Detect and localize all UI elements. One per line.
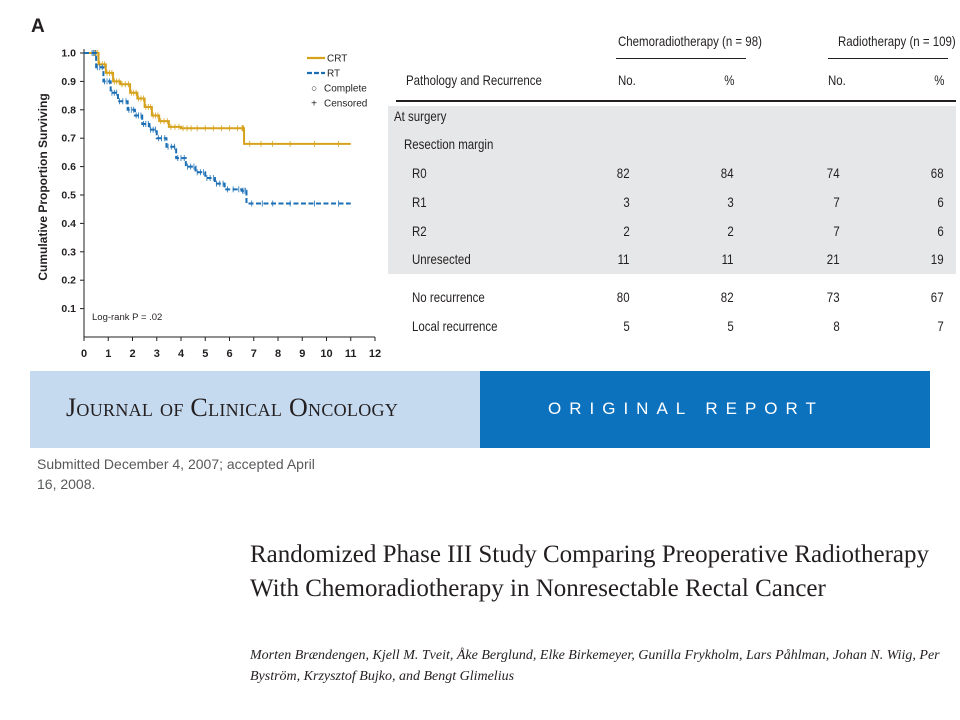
- series-line-rt: [84, 52, 351, 205]
- x-tick-label: 0: [81, 348, 87, 360]
- y-tick-label: 0.7: [61, 133, 76, 145]
- table-cell: 11: [618, 251, 630, 267]
- journal-banner: Journal of Clinical Oncology: [30, 371, 480, 448]
- table-row-label: Unresected: [412, 251, 471, 267]
- legend-label: Censored: [324, 99, 367, 110]
- y-tick-label: 0.4: [61, 218, 76, 230]
- table-cell: 2: [727, 223, 734, 239]
- table-shaded-block: [388, 106, 956, 274]
- table-cell: 21: [827, 251, 840, 267]
- x-tick-label: 6: [226, 348, 232, 360]
- x-tick-label: 3: [154, 348, 160, 360]
- journal-name: Journal of Clinical Oncology: [66, 393, 399, 422]
- table-col-header-crt-no: No.: [618, 72, 636, 88]
- chart-axes: 0 1 2 3 4 5 6 7 8 9 10 11 120.10.20.30.40.50.60.70.8…: [36, 48, 381, 361]
- article-title: Randomized Phase III Study Comparing Pre…: [250, 541, 930, 602]
- survival-chart: 0 1 2 3 4 5 6 7 8 9 10 11 120.10.20.30.40.50.60.70.8…: [36, 48, 381, 361]
- table-row-label: No recurrence: [412, 289, 485, 305]
- x-tick-label: 11: [345, 348, 357, 360]
- table-row-label: Resection margin: [404, 136, 494, 152]
- table-row-label: R0: [412, 165, 427, 181]
- table-cell: 3: [623, 194, 630, 210]
- y-tick-label: 0.9: [61, 76, 76, 88]
- table-cell: 67: [931, 289, 944, 305]
- table-group-rule-crt: [616, 58, 746, 59]
- x-tick-label: 7: [251, 348, 257, 360]
- table-cell: 80: [617, 289, 630, 305]
- table-col-header-label: Pathology and Recurrence: [406, 72, 542, 88]
- chart-legend: CRT RT ○ Complete + Censored: [307, 54, 367, 110]
- table-cell: 6: [937, 223, 944, 239]
- table-cell: 7: [833, 223, 840, 239]
- table-cell: 19: [931, 251, 944, 267]
- report-type: ORIGINAL REPORT: [548, 399, 824, 418]
- legend-label: RT: [327, 69, 340, 80]
- x-tick-label: 8: [275, 348, 281, 360]
- panel-letter: A: [31, 16, 45, 37]
- table-cell: 7: [937, 318, 944, 334]
- table-group-header-rt: Radiotherapy (n = 109): [838, 33, 956, 49]
- author-list: Morten Brændengen, Kjell M. Tveit, Åke B…: [250, 648, 940, 684]
- x-tick-label: 2: [129, 348, 135, 360]
- y-axis-label: Cumulative Proportion Surviving: [36, 93, 50, 280]
- table-cell: 2: [623, 223, 630, 239]
- y-tick-label: 0.8: [61, 104, 76, 116]
- table-header-rule: [396, 100, 956, 102]
- x-tick-label: 12: [369, 348, 381, 360]
- table-cell: 5: [623, 318, 630, 334]
- table-cell: 73: [827, 289, 840, 305]
- series-line-crt: [84, 52, 351, 145]
- table-cell: 82: [721, 289, 734, 305]
- table-cell: 68: [931, 165, 944, 181]
- table-row-label: Local recurrence: [412, 318, 498, 334]
- table-cell: 8: [833, 318, 840, 334]
- legend-marker: ○: [311, 84, 317, 95]
- x-tick-label: 4: [178, 348, 185, 360]
- table-row-label: R1: [412, 194, 427, 210]
- x-tick-label: 9: [299, 348, 305, 360]
- table-col-header-rt-pct: %: [933, 72, 944, 88]
- table-cell: 5: [727, 318, 734, 334]
- x-tick-label: 5: [202, 348, 208, 360]
- submission-dates: Submitted December 4, 2007; accepted Apr…: [37, 456, 315, 493]
- y-tick-label: 0.6: [61, 161, 76, 173]
- y-tick-label: 0.5: [61, 190, 76, 202]
- y-tick-label: 0.2: [61, 275, 76, 287]
- table-row-label: At surgery: [394, 108, 447, 124]
- table-group-header-crt: Chemoradiotherapy (n = 98): [618, 33, 762, 49]
- pathology-table: Chemoradiotherapy (n = 98) Radiotherapy …: [388, 28, 956, 348]
- table-cell: 74: [827, 165, 840, 181]
- table-cell: 6: [937, 194, 944, 210]
- legend-marker: +: [311, 99, 317, 110]
- y-tick-label: 0.3: [61, 246, 76, 258]
- y-tick-label: 0.1: [61, 303, 76, 315]
- table-cell: 82: [617, 165, 630, 181]
- table-cell: 3: [727, 194, 734, 210]
- table-cell: 11: [722, 251, 734, 267]
- table-row-label: R2: [412, 223, 427, 239]
- legend-label: CRT: [327, 54, 347, 65]
- table-group-rule-rt: [828, 58, 948, 59]
- table-cell: 84: [721, 165, 734, 181]
- table-col-header-rt-no: No.: [828, 72, 846, 88]
- legend-label: Complete: [324, 84, 367, 95]
- table-cell: 7: [833, 194, 840, 210]
- chart-series: [84, 50, 351, 207]
- report-type-banner: ORIGINAL REPORT: [480, 371, 930, 448]
- x-tick-label: 10: [320, 348, 332, 360]
- x-tick-label: 1: [105, 348, 111, 360]
- logrank-annotation: Log-rank P = .02: [92, 312, 162, 323]
- y-tick-label: 1.0: [61, 48, 76, 60]
- table-col-header-crt-pct: %: [723, 72, 734, 88]
